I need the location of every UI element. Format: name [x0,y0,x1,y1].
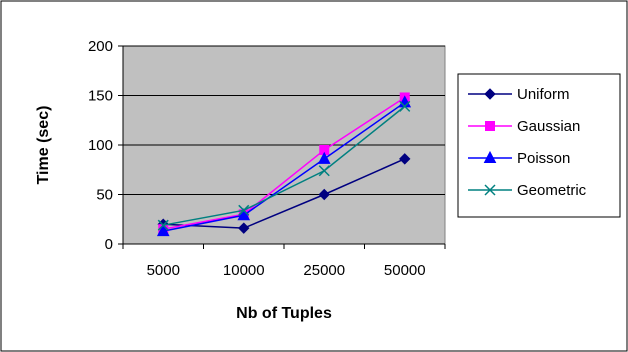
legend-marker [485,121,495,131]
y-axis-title: Time (sec) [35,106,52,185]
series-geometric [157,100,411,231]
x-tick-label: 25000 [303,262,345,279]
x-axis-ticks: 5000 10000 25000 50000 [122,243,446,279]
legend: Uniform Gaussian Poisson Geometric [468,86,587,199]
legend-box [457,73,621,218]
x-tick-label: 10000 [223,262,265,279]
data-point-poisson [237,208,251,221]
x-tick-label: 50000 [384,262,426,279]
legend-marker [484,184,496,196]
data-point-geometric [399,100,411,112]
series-line-gaussian [163,96,406,230]
data-point-uniform [399,153,411,165]
data-point-geometric [318,165,330,177]
legend-label: Poisson [517,150,570,167]
series-line-poisson [163,101,406,232]
data-point-geometric [238,204,250,216]
data-point-poisson [317,151,331,164]
gridlines [123,45,445,195]
legend-label: Gaussian [517,118,580,135]
data-point-geometric [157,219,169,231]
legend-label: Uniform [517,86,570,103]
y-tick-label: 0 [105,236,113,253]
series-line-geometric [163,105,406,226]
y-tick-label: 200 [88,38,113,55]
x-tick-label: 5000 [147,262,180,279]
legend-item-geometric: Geometric [468,182,587,199]
y-tick-label: 50 [96,187,113,204]
legend-marker [484,88,496,100]
legend-item-gaussian: Gaussian [468,118,580,135]
legend-item-poisson: Poisson [468,150,570,167]
data-point-uniform [318,188,330,201]
y-axis-ticks: 0 50 100 150 200 [88,38,124,253]
y-tick-label: 100 [88,137,113,154]
legend-marker [483,150,497,163]
data-point-poisson [156,224,170,237]
legend-item-uniform: Uniform [468,86,570,103]
x-axis-title: Nb of Tuples [236,305,332,322]
y-tick-label: 150 [88,88,113,105]
data-point-uniform [238,222,250,234]
legend-label: Geometric [517,182,587,199]
series-line-uniform [163,158,406,229]
series-layer [156,92,412,237]
